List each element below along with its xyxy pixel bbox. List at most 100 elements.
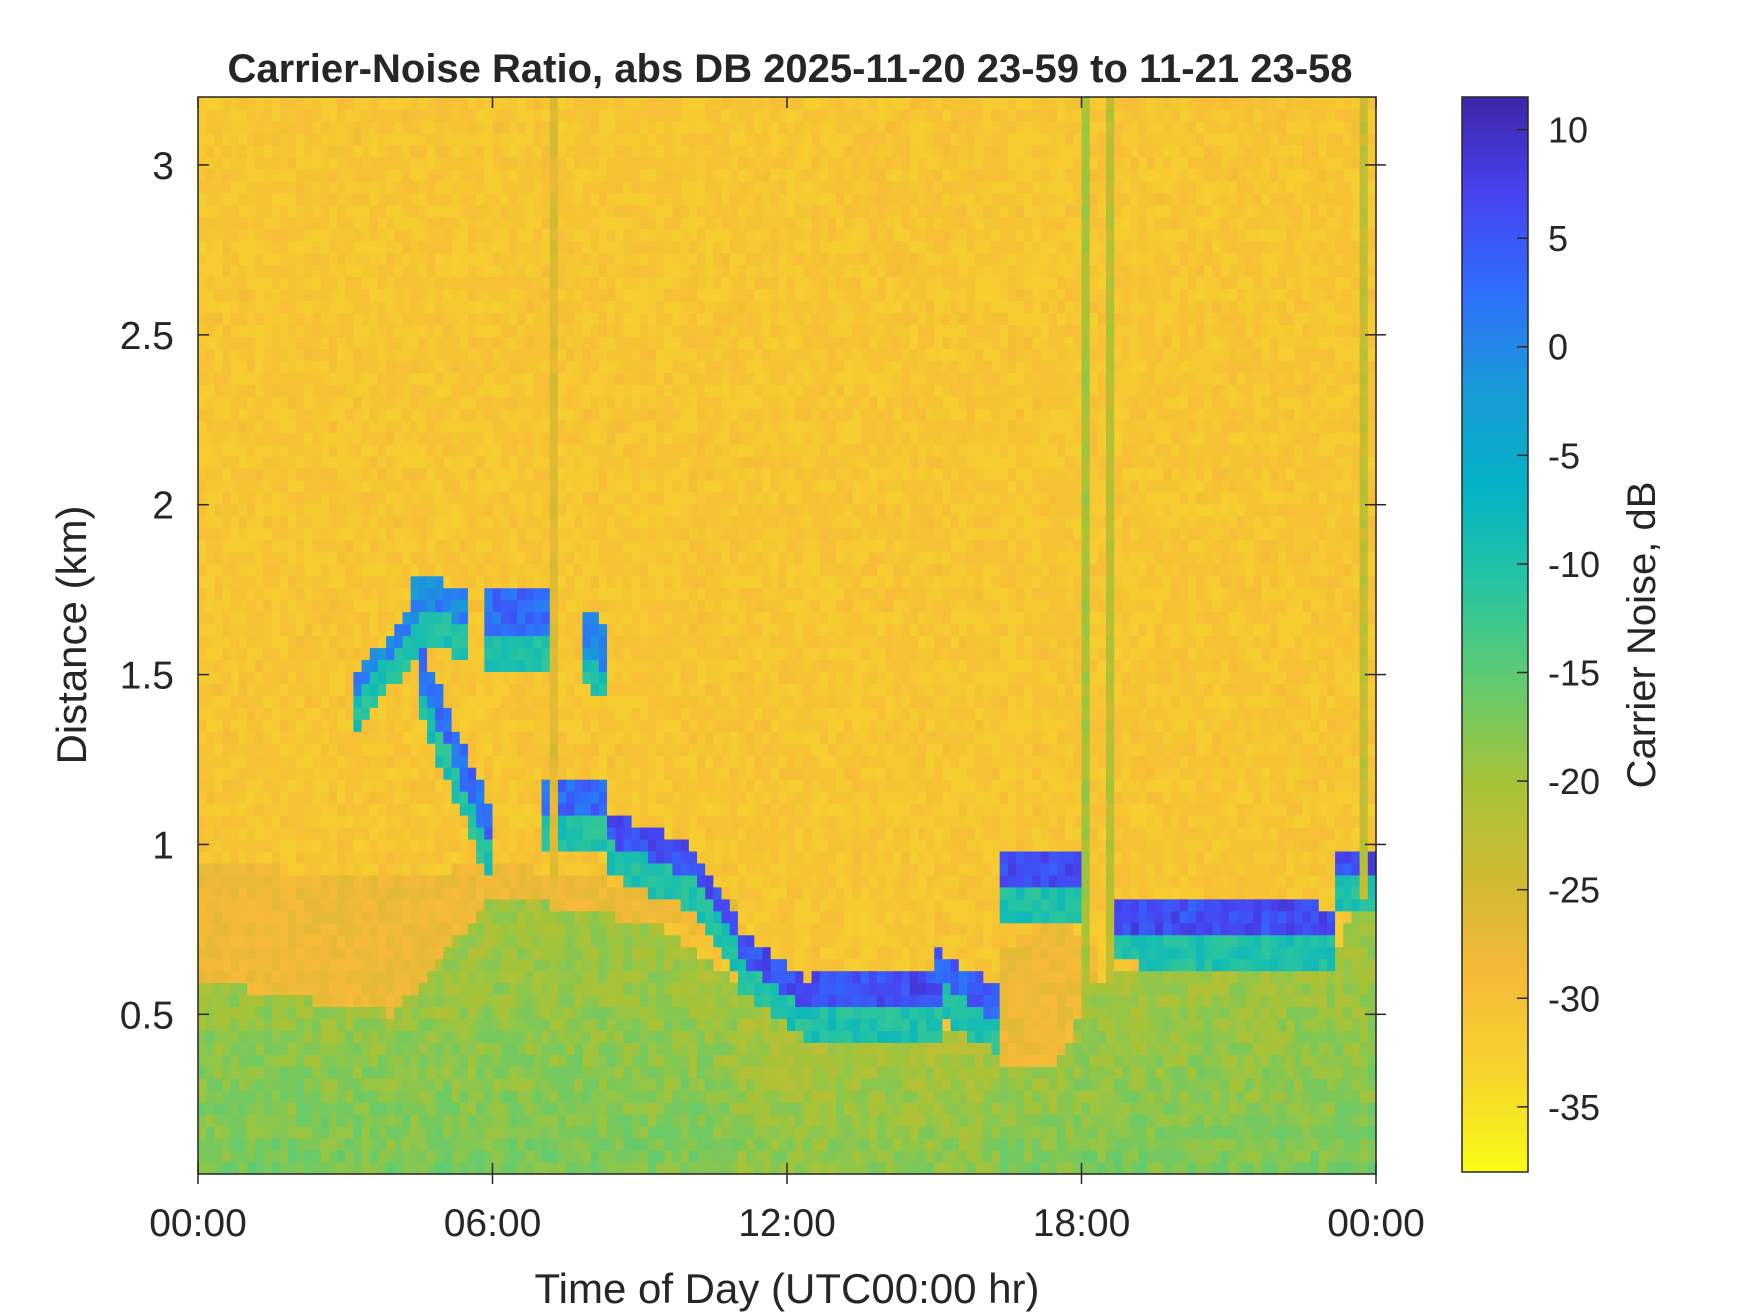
heatmap-cell	[313, 468, 322, 481]
heatmap-cell	[468, 971, 477, 984]
heatmap-cell	[345, 360, 354, 373]
heatmap-cell	[403, 205, 412, 218]
heatmap-cell	[542, 265, 551, 278]
heatmap-cell	[476, 468, 485, 481]
heatmap-cell	[231, 265, 240, 278]
heatmap-cell	[280, 528, 289, 541]
heatmap-cell	[509, 743, 518, 756]
heatmap-cell	[623, 624, 632, 637]
heatmap-cell	[247, 612, 256, 625]
heatmap-cell	[345, 480, 354, 493]
heatmap-cell	[493, 875, 502, 888]
heatmap-cell	[443, 1006, 452, 1019]
heatmap-cell	[378, 348, 387, 361]
heatmap-cell	[435, 312, 444, 325]
heatmap-cell	[370, 647, 379, 660]
heatmap-cell	[386, 480, 395, 493]
heatmap-cell	[509, 659, 518, 672]
heatmap-cell	[435, 707, 444, 720]
heatmap-cell	[313, 1102, 322, 1115]
heatmap-cell	[394, 899, 403, 912]
heatmap-cell	[607, 1006, 616, 1019]
heatmap-cell	[615, 923, 624, 936]
heatmap-cell	[337, 205, 346, 218]
heatmap-cell	[280, 336, 289, 349]
heatmap-cell	[313, 971, 322, 984]
heatmap-cell	[362, 277, 371, 290]
heatmap-cell	[558, 779, 567, 792]
heatmap-cell	[247, 659, 256, 672]
heatmap-cell	[411, 1006, 420, 1019]
heatmap-cell	[263, 324, 272, 337]
heatmap-cell	[288, 396, 297, 409]
heatmap-cell	[329, 277, 338, 290]
heatmap-cell	[288, 647, 297, 660]
heatmap-cell	[362, 624, 371, 637]
heatmap-cell	[419, 755, 428, 768]
heatmap-cell	[468, 683, 477, 696]
heatmap-cell	[206, 803, 215, 816]
heatmap-cell	[640, 612, 649, 625]
heatmap-cell	[255, 564, 264, 577]
heatmap-cell	[231, 779, 240, 792]
heatmap-cell	[533, 1150, 542, 1163]
heatmap-cell	[231, 1090, 240, 1103]
heatmap-cell	[362, 1090, 371, 1103]
heatmap-cell	[468, 109, 477, 122]
heatmap-cell	[403, 624, 412, 637]
heatmap-cell	[337, 217, 346, 230]
heatmap-cell	[632, 815, 641, 828]
heatmap-cell	[623, 456, 632, 469]
heatmap-cell	[558, 516, 567, 529]
heatmap-cell	[378, 1042, 387, 1055]
heatmap-cell	[566, 288, 575, 301]
heatmap-cell	[362, 588, 371, 601]
heatmap-cell	[353, 564, 362, 577]
heatmap-cell	[599, 719, 608, 732]
heatmap-cell	[558, 336, 567, 349]
heatmap-cell	[476, 1150, 485, 1163]
heatmap-cell	[378, 731, 387, 744]
heatmap-cell	[345, 1090, 354, 1103]
heatmap-cell	[206, 360, 215, 373]
heatmap-cell	[566, 839, 575, 852]
heatmap-cell	[403, 181, 412, 194]
heatmap-cell	[223, 444, 232, 457]
heatmap-cell	[337, 683, 346, 696]
heatmap-cell	[206, 336, 215, 349]
heatmap-cell	[214, 348, 223, 361]
heatmap-cell	[296, 1114, 305, 1127]
heatmap-cell	[476, 588, 485, 601]
heatmap-cell	[533, 265, 542, 278]
heatmap-cell	[411, 839, 420, 852]
heatmap-cell	[599, 827, 608, 840]
heatmap-cell	[206, 145, 215, 158]
heatmap-cell	[280, 755, 289, 768]
heatmap-cell	[542, 169, 551, 182]
heatmap-cell	[427, 935, 436, 948]
heatmap-cell	[206, 839, 215, 852]
heatmap-cell	[214, 647, 223, 660]
heatmap-cell	[574, 1042, 583, 1055]
heatmap-cell	[288, 755, 297, 768]
heatmap-cell	[582, 647, 591, 660]
heatmap-cell	[623, 636, 632, 649]
heatmap-cell	[386, 540, 395, 553]
heatmap-cell	[337, 528, 346, 541]
heatmap-cell	[452, 1102, 461, 1115]
heatmap-cell	[247, 468, 256, 481]
heatmap-cell	[452, 396, 461, 409]
heatmap-cell	[321, 659, 330, 672]
heatmap-cell	[231, 157, 240, 170]
heatmap-cell	[280, 372, 289, 385]
heatmap-cell	[353, 1018, 362, 1031]
heatmap-cell	[362, 923, 371, 936]
heatmap-cell	[443, 875, 452, 888]
heatmap-cell	[206, 205, 215, 218]
heatmap-cell	[443, 743, 452, 756]
heatmap-cell	[476, 372, 485, 385]
heatmap-cell	[370, 1054, 379, 1067]
heatmap-cell	[460, 552, 469, 565]
heatmap-cell	[427, 193, 436, 206]
heatmap-cell	[378, 528, 387, 541]
